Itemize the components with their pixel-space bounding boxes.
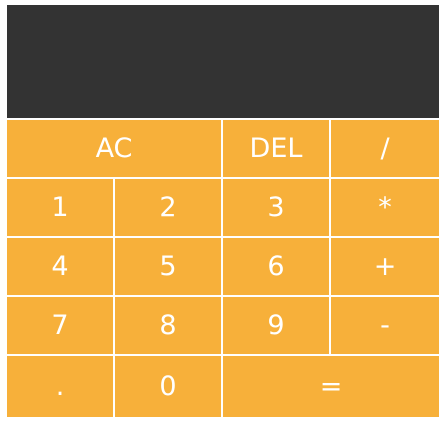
digit-5-button[interactable]: 5: [115, 238, 223, 297]
delete-button[interactable]: DEL: [223, 120, 331, 179]
calculator-display: [7, 5, 439, 118]
digit-1-button[interactable]: 1: [7, 179, 115, 238]
decimal-button[interactable]: .: [7, 356, 115, 417]
digit-2-button[interactable]: 2: [115, 179, 223, 238]
add-button[interactable]: +: [331, 238, 439, 297]
clear-button[interactable]: AC: [7, 120, 223, 179]
digit-8-button[interactable]: 8: [115, 297, 223, 356]
calculator: AC DEL / 1 2 3 * 4 5 6 + 7 8 9 - . 0 =: [7, 5, 439, 417]
digit-0-button[interactable]: 0: [115, 356, 223, 417]
digit-3-button[interactable]: 3: [223, 179, 331, 238]
divide-button[interactable]: /: [331, 120, 439, 179]
digit-7-button[interactable]: 7: [7, 297, 115, 356]
keypad: AC DEL / 1 2 3 * 4 5 6 + 7 8 9 - . 0 =: [7, 120, 439, 417]
digit-9-button[interactable]: 9: [223, 297, 331, 356]
digit-4-button[interactable]: 4: [7, 238, 115, 297]
multiply-button[interactable]: *: [331, 179, 439, 238]
subtract-button[interactable]: -: [331, 297, 439, 356]
equals-button[interactable]: =: [223, 356, 439, 417]
digit-6-button[interactable]: 6: [223, 238, 331, 297]
